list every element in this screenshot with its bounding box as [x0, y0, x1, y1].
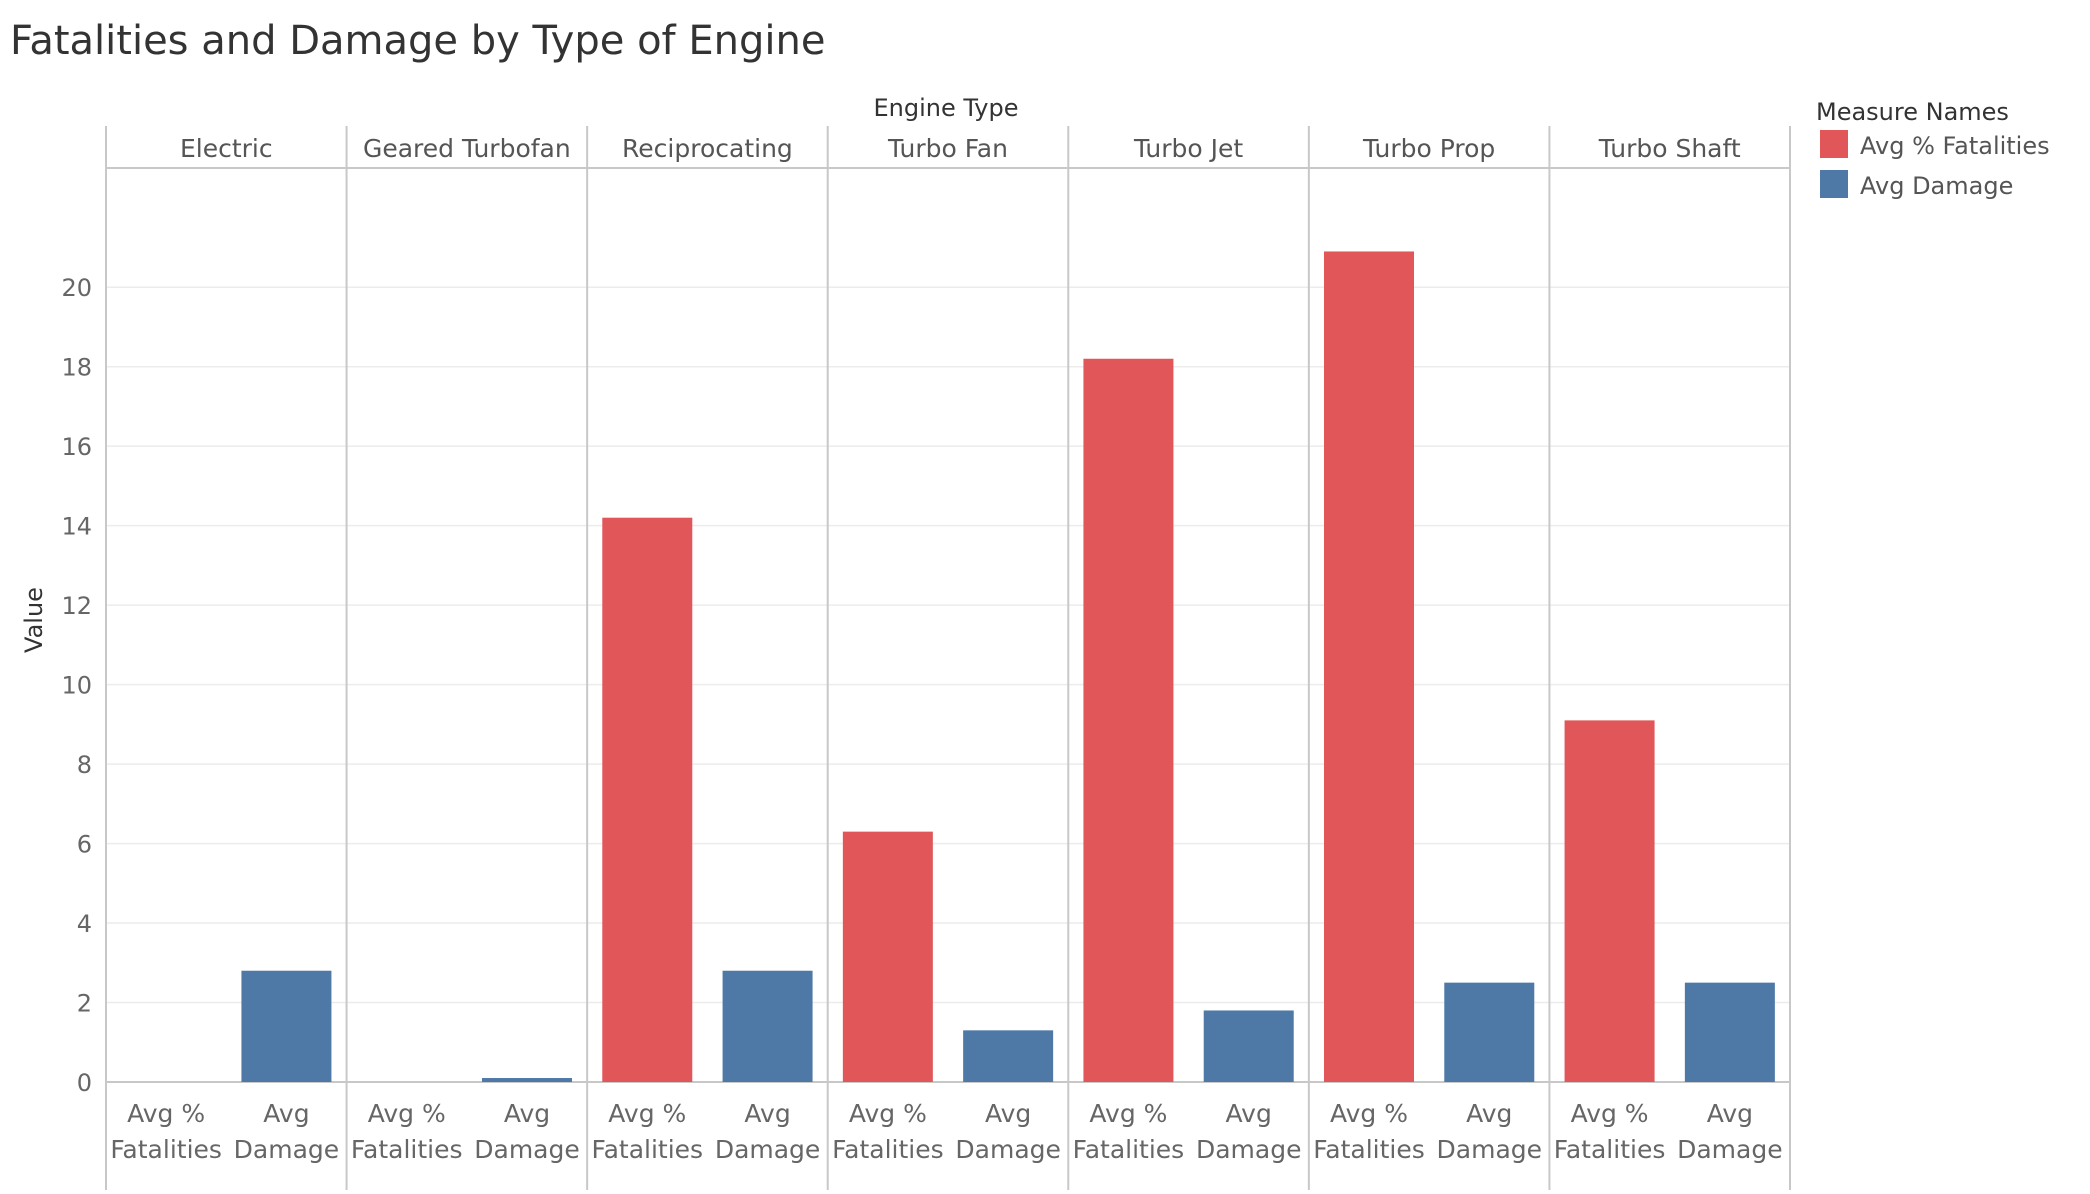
x-tick-label: Damage: [955, 1135, 1061, 1164]
x-tick-label: Avg: [744, 1099, 790, 1128]
x-tick-label: Fatalities: [1073, 1135, 1185, 1164]
plot-area: 0 2 4 6 8 10 12 14 16 18 20 Electric Avg % Fatalities…: [61, 126, 1791, 1190]
x-tick-label: Avg %: [608, 1099, 686, 1128]
y-tick-label: 20: [61, 274, 92, 302]
x-tick-label: Avg %: [368, 1099, 446, 1128]
bar-turbo-shaft-avg-fatalities: [1564, 720, 1655, 1082]
bar-turbo-prop-avg-damage: [1444, 982, 1535, 1082]
y-tick-label: 16: [61, 433, 92, 461]
category-header-turbo-prop: Turbo Prop: [1362, 134, 1495, 163]
x-tick-label: Avg %: [1330, 1099, 1408, 1128]
x-tick-label: Avg %: [127, 1099, 205, 1128]
bar-turbo-fan-avg-damage: [963, 1030, 1054, 1082]
category-header-turbo-fan: Turbo Fan: [887, 134, 1008, 163]
bar-reciprocating-avg-fatalities: [602, 517, 693, 1082]
category-header-reciprocating: Reciprocating: [622, 134, 793, 163]
chart-title: Fatalities and Damage by Type of Engine: [10, 18, 825, 64]
y-tick-label: 18: [61, 354, 92, 382]
y-tick-label: 14: [61, 513, 92, 541]
x-tick-label: Avg %: [1571, 1099, 1649, 1128]
x-tick-label: Damage: [1437, 1135, 1543, 1164]
x-tick-label: Fatalities: [591, 1135, 703, 1164]
category-header-turbo-shaft: Turbo Shaft: [1598, 134, 1741, 163]
x-tick-label: Avg %: [849, 1099, 927, 1128]
y-axis-label: Value: [20, 587, 48, 653]
bar-turbo-fan-avg-fatalities: [842, 831, 933, 1082]
legend-title: Measure Names: [1816, 98, 2009, 126]
bar-geared-turbofan-avg-damage: [482, 1078, 572, 1082]
x-tick-label: Damage: [1677, 1135, 1783, 1164]
x-tick-label: Fatalities: [351, 1135, 463, 1164]
legend-entry: Avg % Fatalities: [1860, 132, 2050, 160]
legend: Measure Names Avg % Fatalities Avg Damage: [1816, 98, 2050, 200]
y-tick-label: 12: [61, 592, 92, 620]
x-tick-label: Fatalities: [110, 1135, 222, 1164]
x-tick-label: Avg: [263, 1099, 309, 1128]
y-tick-label: 6: [77, 831, 92, 859]
x-tick-label: Damage: [234, 1135, 340, 1164]
category-header-geared-turbofan: Geared Turbofan: [363, 134, 571, 163]
column-header-engine-type: Engine Type: [873, 94, 1018, 122]
category-header-electric: Electric: [180, 134, 273, 163]
y-tick-label: 2: [77, 990, 92, 1018]
y-tick-label: 0: [77, 1069, 92, 1097]
y-tick-label: 10: [61, 672, 92, 700]
y-tick-label: 8: [77, 751, 92, 779]
x-tick-label: Damage: [1196, 1135, 1302, 1164]
x-tick-label: Avg %: [1089, 1099, 1167, 1128]
x-tick-label: Fatalities: [832, 1135, 944, 1164]
legend-swatch: [1820, 130, 1848, 158]
bar-turbo-shaft-avg-damage: [1684, 982, 1775, 1082]
x-tick-label: Avg: [504, 1099, 550, 1128]
x-tick-label: Damage: [715, 1135, 821, 1164]
x-tick-label: Fatalities: [1554, 1135, 1666, 1164]
bar-electric-avg-damage: [241, 970, 332, 1082]
x-tick-label: Damage: [474, 1135, 580, 1164]
x-tick-label: Fatalities: [1313, 1135, 1425, 1164]
bar-turbo-jet-avg-damage: [1203, 1010, 1294, 1082]
x-tick-label: Avg: [1466, 1099, 1512, 1128]
bar-turbo-jet-avg-fatalities: [1083, 358, 1174, 1083]
x-tick-label: Avg: [1707, 1099, 1753, 1128]
legend-swatch: [1820, 170, 1848, 198]
bar-turbo-prop-avg-fatalities: [1324, 251, 1414, 1083]
x-tick-label: Avg: [985, 1099, 1031, 1128]
category-header-turbo-jet: Turbo Jet: [1133, 134, 1243, 163]
x-tick-label: Avg: [1226, 1099, 1272, 1128]
bar-reciprocating-avg-damage: [722, 970, 813, 1082]
legend-entry: Avg Damage: [1860, 172, 2013, 200]
y-tick-label: 4: [77, 910, 92, 938]
